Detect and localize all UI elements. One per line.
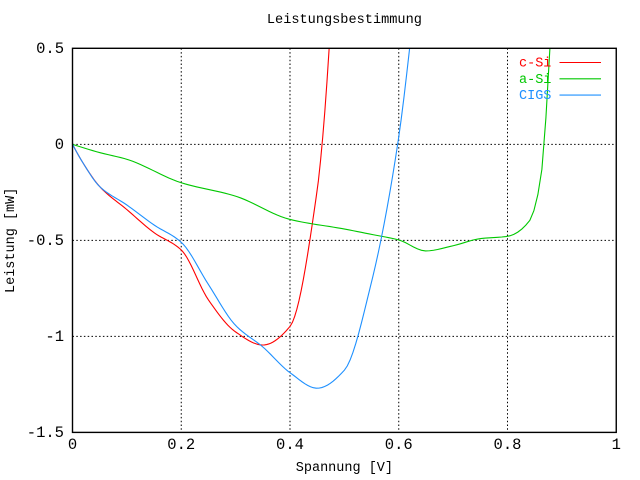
svg-text:CIGS: CIGS xyxy=(519,89,551,104)
svg-text:-1: -1 xyxy=(45,328,64,346)
svg-text:-0.5: -0.5 xyxy=(27,232,64,250)
svg-text:a-Si: a-Si xyxy=(519,73,551,88)
svg-text:Spannung [V]: Spannung [V] xyxy=(296,461,393,476)
svg-text:0.5: 0.5 xyxy=(36,40,64,58)
svg-text:0.6: 0.6 xyxy=(385,436,413,454)
svg-text:0: 0 xyxy=(68,436,77,454)
svg-text:-1.5: -1.5 xyxy=(27,424,64,442)
svg-text:0.2: 0.2 xyxy=(167,436,195,454)
svg-text:0.4: 0.4 xyxy=(276,436,304,454)
svg-text:c-Si: c-Si xyxy=(519,57,551,72)
svg-text:0: 0 xyxy=(55,136,64,154)
svg-text:0.8: 0.8 xyxy=(494,436,522,454)
svg-text:Leistungsbestimmung: Leistungsbestimmung xyxy=(267,13,422,28)
svg-text:Leistung [mW]: Leistung [mW] xyxy=(4,188,19,293)
svg-text:1: 1 xyxy=(612,436,621,454)
